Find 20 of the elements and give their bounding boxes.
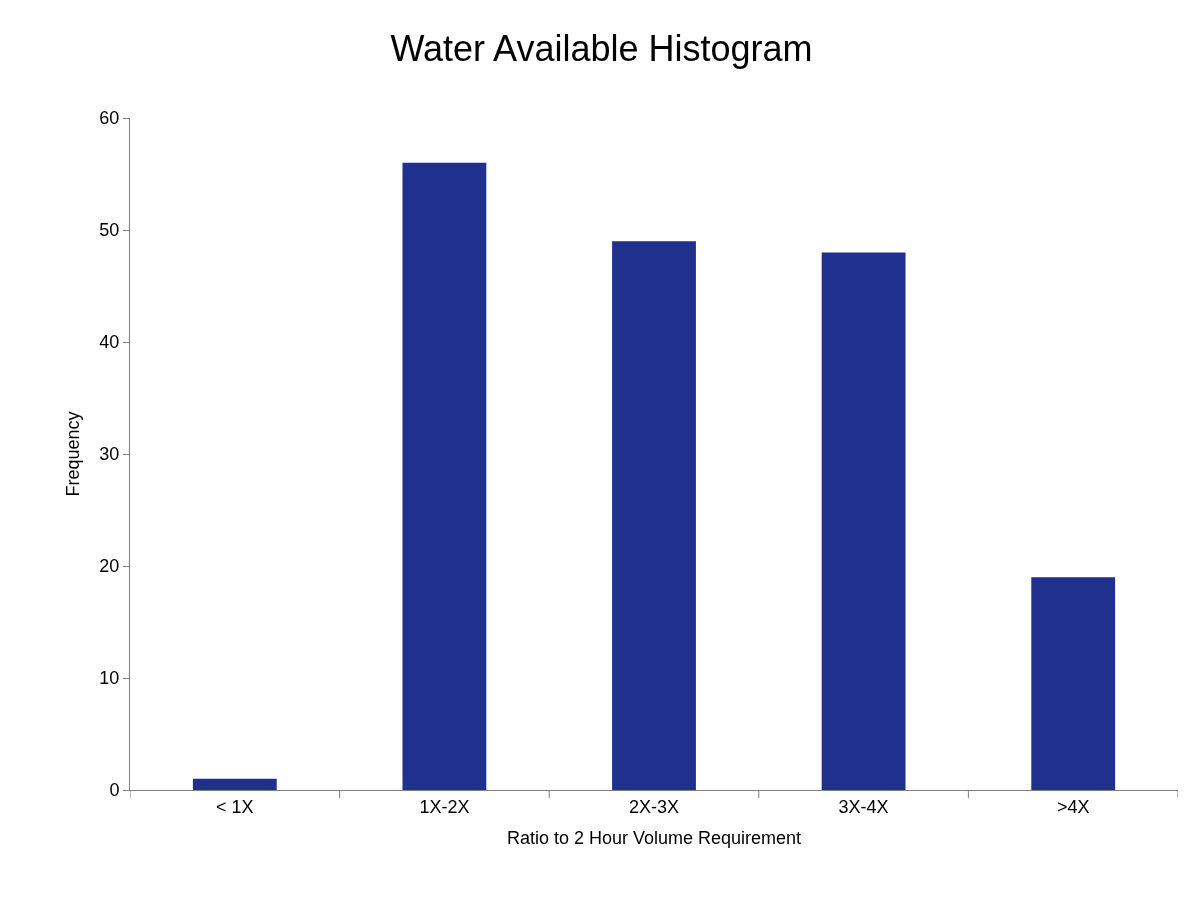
chart-title: Water Available Histogram [390,28,813,70]
y-tick-label: 0 [109,780,120,801]
y-tick-label: 30 [99,444,120,465]
y-tick-label: 20 [99,556,120,577]
y-tick-label: 40 [99,332,120,353]
bar [612,241,696,790]
bar [1031,577,1116,790]
x-tick-label: >4X [1056,796,1090,817]
bar [402,162,487,790]
x-tick-label: 1X-2X [419,796,470,817]
bar [821,252,906,790]
y-axis-title: Frequency [62,411,83,497]
x-tick-label: 3X-4X [838,796,889,817]
x-axis-title: Ratio to 2 Hour Volume Requirement [506,827,802,848]
y-tick-label: 50 [99,220,120,241]
x-tick-label: < 1X [216,796,254,817]
y-tick-label: 60 [99,108,120,129]
x-tick-label: 2X-3X [628,796,680,817]
y-tick-label: 10 [99,668,120,689]
bar [192,778,277,790]
